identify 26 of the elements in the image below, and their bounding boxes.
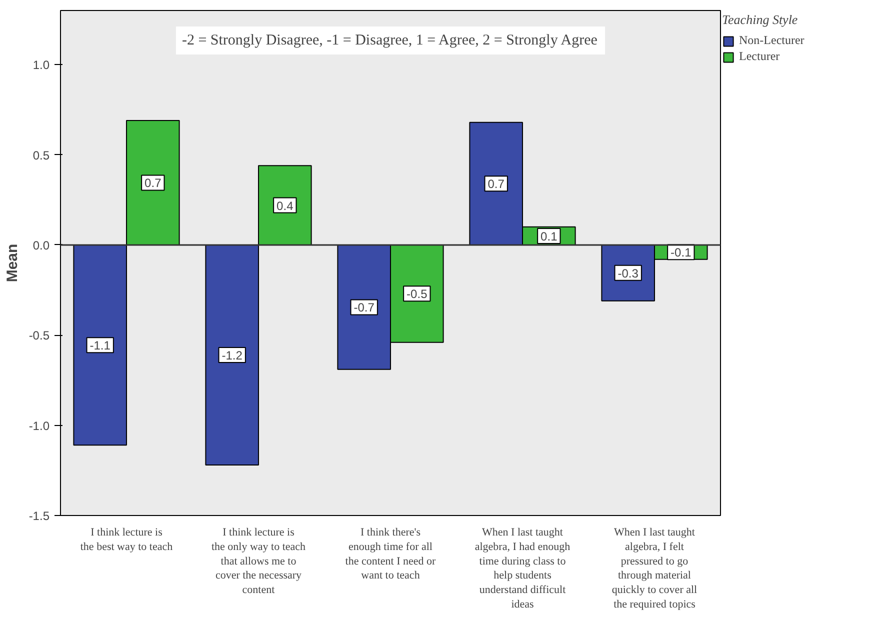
x-tick-label: I think lecture is the best way to teach xyxy=(80,526,174,553)
x-tick-label: I think lecture is the only way to teach that allows me to cover the necessary content xyxy=(211,526,306,596)
y-tick-label: -0.5 xyxy=(28,328,50,343)
x-tick-label: When I last taught algebra, I had enough time during class to help students understand difficult ideas xyxy=(474,526,571,610)
data-label: -1.2 xyxy=(222,348,243,362)
data-label: -0.1 xyxy=(670,246,692,260)
y-tick-label: 0.5 xyxy=(32,148,50,162)
legend-title: Teaching Style xyxy=(722,12,799,28)
data-label: -0.7 xyxy=(354,300,375,315)
y-axis-title: Mean xyxy=(4,244,21,282)
y-tick-label: 0.0 xyxy=(32,238,50,252)
y-tick-label: 1.0 xyxy=(32,58,50,72)
x-tick-label: I think there's enough time for all the content I need or want to teach xyxy=(345,526,436,582)
data-label: -0.5 xyxy=(406,287,428,302)
data-label: 0.4 xyxy=(276,198,294,213)
data-label: 0.1 xyxy=(540,229,558,244)
data-label: -0.3 xyxy=(618,266,639,280)
y-tick-label: -1.5 xyxy=(28,509,50,523)
data-label: -1.1 xyxy=(90,338,111,353)
data-label: 0.7 xyxy=(488,177,505,192)
legend-label: Lecturer xyxy=(739,49,780,64)
y-tick-label: -1.0 xyxy=(28,418,50,433)
data-label: 0.7 xyxy=(144,176,162,190)
annotation: -2 = Strongly Disagree, -1 = Disagree, 1 = Agree, 2 = Strongly Agree xyxy=(182,32,598,48)
x-tick-label: When I last taught algebra, I felt pressured to go through material quickly to cover all the required topics xyxy=(612,526,698,610)
legend-label: Non-Lecturer xyxy=(739,33,804,48)
